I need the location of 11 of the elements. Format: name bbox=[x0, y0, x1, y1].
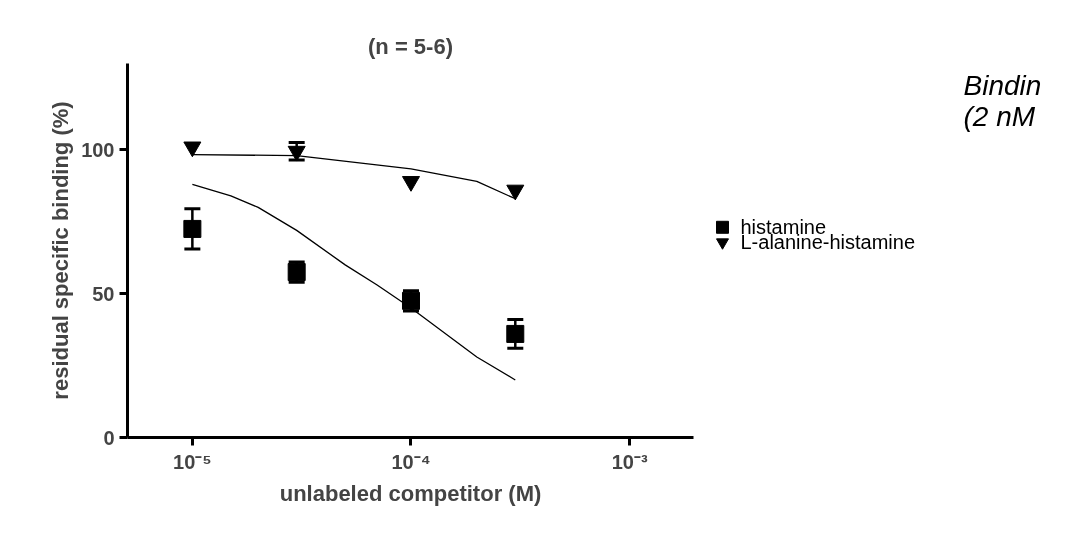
x-tick-label: 10⁻⁵ bbox=[173, 450, 212, 473]
text: (2 nM bbox=[963, 100, 1036, 132]
x-tick-label: 10⁻⁴ bbox=[391, 450, 431, 473]
text: Bindin bbox=[963, 70, 1042, 102]
x-axis-title: unlabeled competitor (M) bbox=[279, 480, 542, 506]
y-tick-label: 0 bbox=[103, 426, 115, 449]
y-tick-label: 50 bbox=[92, 282, 115, 305]
y-axis-title: residual specific binding (%) bbox=[48, 101, 74, 400]
x-tick-label: 10⁻³ bbox=[611, 450, 648, 473]
y-tick-label: 100 bbox=[81, 138, 115, 161]
chart-title: (n = 5-6) bbox=[368, 33, 453, 59]
